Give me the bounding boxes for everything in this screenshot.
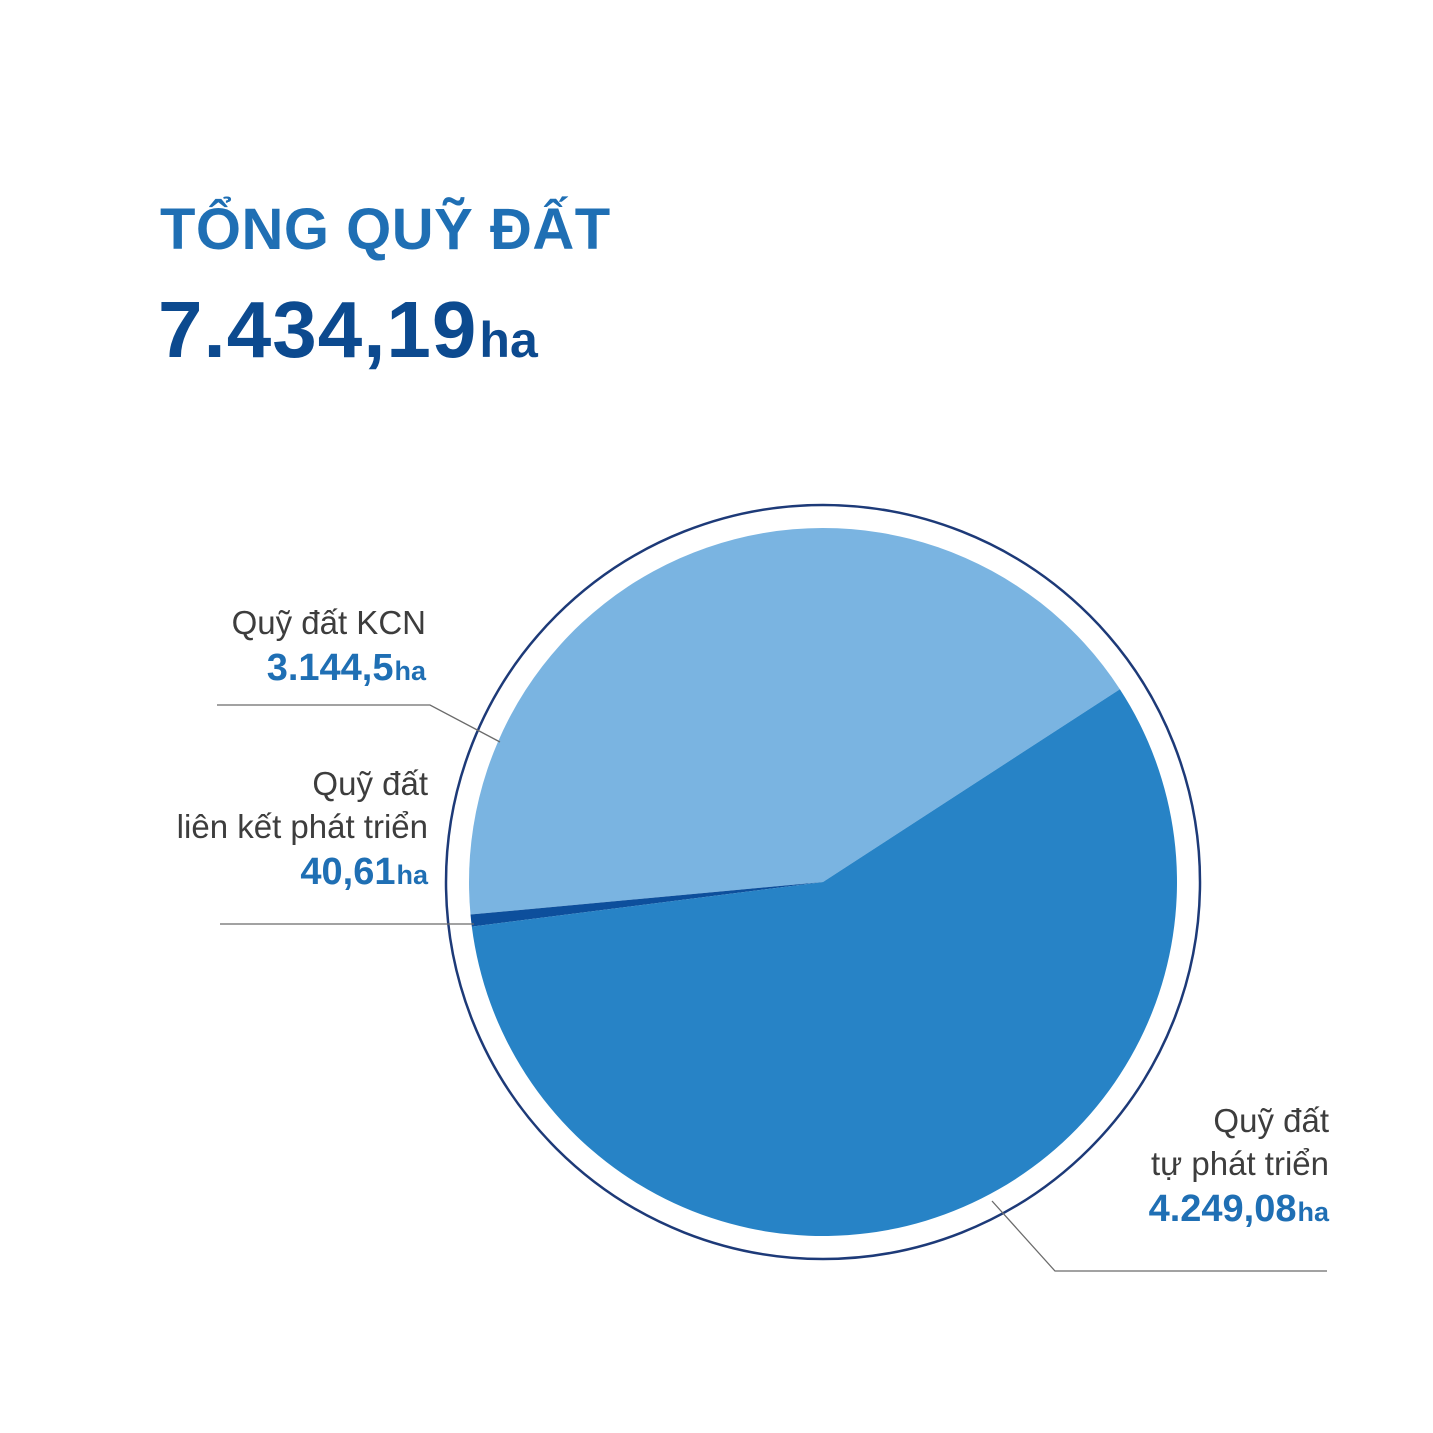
callout-lien-ket-name-2: liên kết phát triển bbox=[176, 808, 428, 845]
callout-lien-ket-value: 40,61ha bbox=[177, 848, 428, 904]
callout-tu-phat-trien-name-2: tự phát triển bbox=[1150, 1145, 1329, 1182]
total-value: 7.434,19ha bbox=[158, 284, 538, 376]
callout-kcn-number: 3.144,5 bbox=[266, 647, 394, 689]
outer-ring bbox=[444, 503, 1202, 1261]
leader-lines bbox=[217, 704, 1327, 1272]
callout-tu-phat-trien-value: 4.249,08ha bbox=[1149, 1185, 1329, 1241]
callout-tu-phat-trien-number: 4.249,08 bbox=[1148, 1188, 1297, 1230]
callout-tu-phat-trien-unit: ha bbox=[1297, 1197, 1329, 1227]
leader-line-kcn bbox=[217, 704, 501, 743]
leader-line-tu-phat-trien bbox=[991, 1200, 1327, 1272]
callout-lien-ket-unit: ha bbox=[396, 860, 428, 890]
pie-slices bbox=[469, 528, 1177, 1236]
callout-lien-ket: Quỹ đất liên kết phát triển 40,61ha bbox=[177, 762, 428, 904]
callout-lien-ket-name-1: Quỹ đất bbox=[312, 765, 428, 802]
slice-tu-phat-trien bbox=[471, 689, 1177, 1236]
callout-tu-phat-trien-name-1: Quỹ đất bbox=[1213, 1102, 1329, 1139]
callout-kcn-name: Quỹ đất KCN bbox=[231, 604, 426, 641]
slice-lien-ket bbox=[470, 882, 823, 927]
slice-kcn bbox=[469, 528, 1120, 915]
callout-kcn-value: 3.144,5ha bbox=[232, 644, 426, 700]
total-unit: ha bbox=[479, 312, 538, 368]
callout-kcn: Quỹ đất KCN 3.144,5ha bbox=[232, 601, 426, 700]
chart-title: TỔNG QUỸ ĐẤT bbox=[160, 197, 611, 262]
total-number: 7.434,19 bbox=[158, 285, 478, 374]
callout-lien-ket-number: 40,61 bbox=[300, 851, 396, 893]
callout-kcn-unit: ha bbox=[394, 656, 426, 686]
callout-tu-phat-trien: Quỹ đất tự phát triển 4.249,08ha bbox=[1149, 1099, 1329, 1241]
